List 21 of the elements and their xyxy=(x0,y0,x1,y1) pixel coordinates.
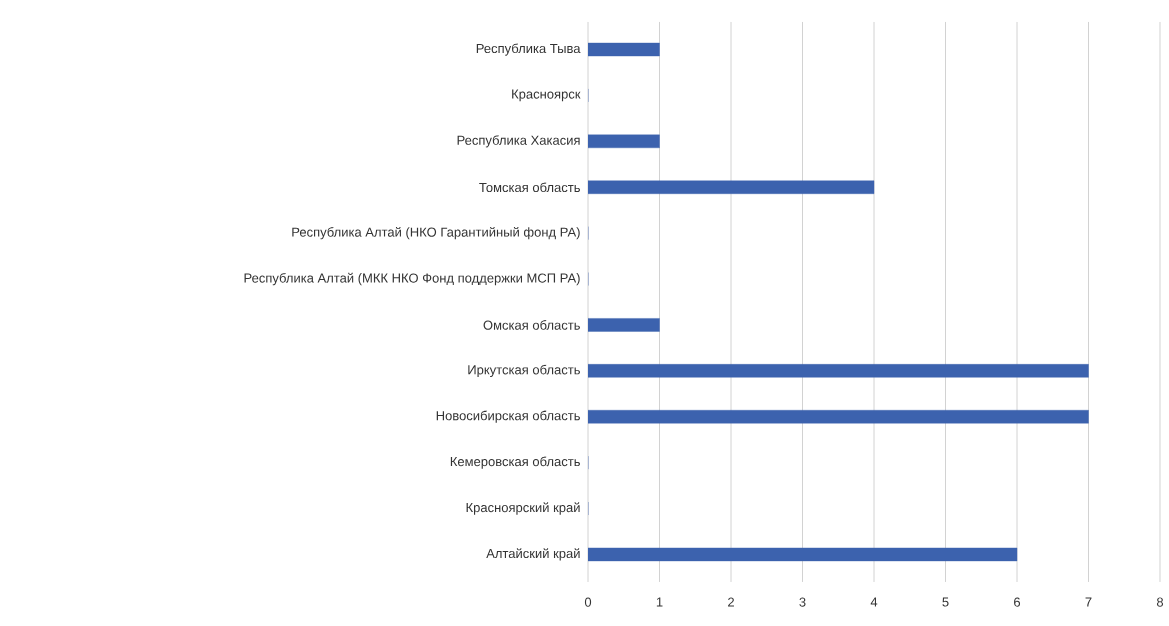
x-tick-label: 6 xyxy=(1014,597,1021,607)
x-tick-label: 5 xyxy=(942,597,949,607)
x-tick-label: 8 xyxy=(1156,597,1164,607)
y-tick-label: Красноярский край xyxy=(466,502,580,515)
x-tick-label: 1 xyxy=(656,597,663,607)
y-tick-label: Алтайский край xyxy=(486,548,580,561)
y-tick-label: Иркутская область xyxy=(468,364,580,377)
y-tick-label: Омская область xyxy=(483,320,580,330)
y-tick-label: Республика Алтай (МКК НКО Фонд поддержки МСП РА) xyxy=(244,272,580,286)
y-tick-label: Республика Алтай (НКО Гарантийный фонд РА) xyxy=(292,226,580,240)
x-tick-label: 3 xyxy=(799,597,806,607)
y-tick-label: Республика Тыва xyxy=(476,43,581,56)
x-tick-label: 7 xyxy=(1085,597,1092,607)
y-tick-label: Республика Хакасия xyxy=(457,135,580,148)
y-tick-label: Кемеровская область xyxy=(450,456,580,469)
x-tick-label: 4 xyxy=(870,597,878,607)
y-tick-label: Красноярск xyxy=(512,89,581,102)
x-tick-label: 0 xyxy=(584,597,592,607)
y-tick-label: Новосибирская область xyxy=(436,410,580,423)
x-tick-label: 2 xyxy=(728,597,734,607)
y-tick-label: Томская область xyxy=(479,182,580,193)
